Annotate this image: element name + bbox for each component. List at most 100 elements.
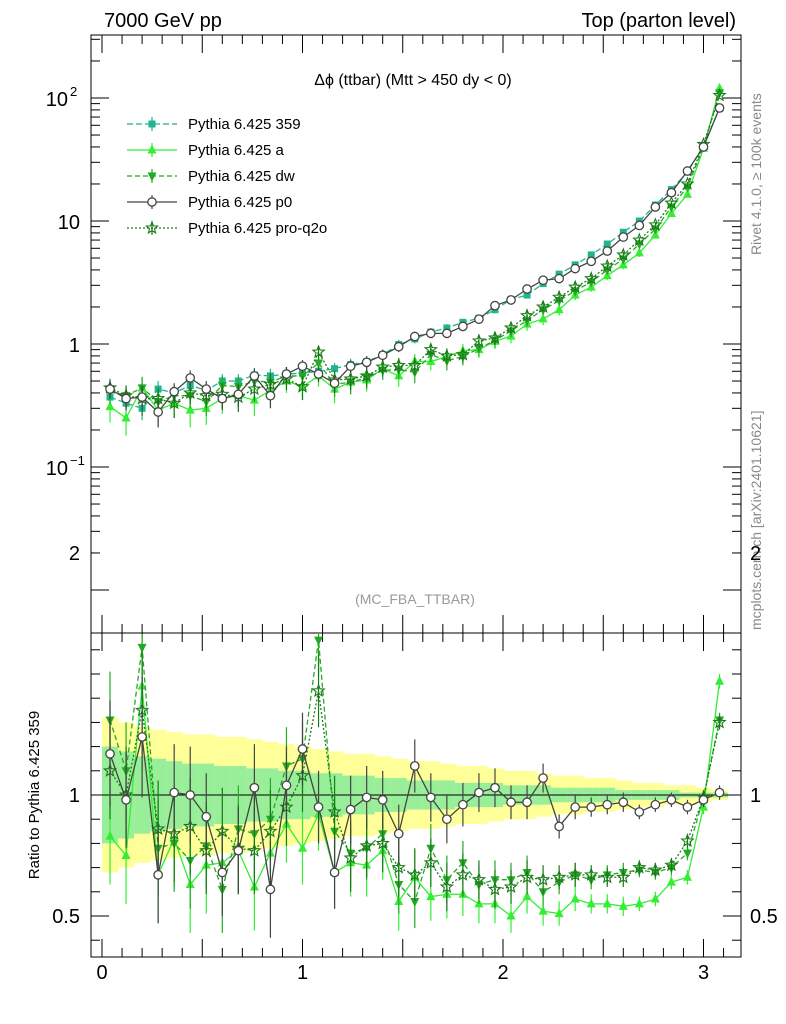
point-proq2o: [423, 342, 438, 356]
ratio-point-dw: [137, 643, 147, 653]
point-359: [587, 251, 595, 259]
ratio-point-proq2o: [455, 867, 471, 881]
ratio-point-p0: [618, 797, 629, 808]
ratio-point-dw: [410, 897, 420, 907]
ratio-point-proq2o: [535, 872, 551, 886]
rivet-label: Rivet 4.1.0, ≥ 100k events: [748, 93, 764, 255]
point-proq2o: [632, 232, 647, 247]
ratio-point-proq2o: [616, 869, 631, 884]
legend-label-1: Pythia 6.425 a: [188, 142, 285, 159]
point-proq2o: [311, 344, 326, 359]
main-axis-ticks: 10−1110102103: [46, 35, 741, 633]
ratio-point-proq2o: [343, 850, 358, 864]
legend-marker-1: [147, 144, 157, 154]
ratio-point-proq2o: [632, 860, 647, 874]
y-tick-exponent: −1: [70, 453, 85, 468]
point-proq2o: [664, 195, 679, 210]
point-dw: [314, 359, 324, 369]
point-p0: [329, 378, 340, 389]
point-p0: [666, 187, 677, 198]
point-p0: [233, 389, 244, 400]
ratio-point-proq2o: [712, 714, 727, 729]
point-proq2o: [600, 258, 615, 273]
ratio-point-a: [586, 898, 596, 908]
point-proq2o: [712, 87, 727, 102]
chart-title: Δϕ (ttbar) (Mtt > 450 dy < 0): [314, 72, 512, 89]
ratio-point-p0: [570, 802, 581, 812]
ratio-point-p0: [682, 802, 693, 812]
x-tick-label: 3: [698, 962, 709, 984]
ratio-point-p0: [313, 802, 324, 812]
point-a: [538, 313, 548, 323]
point-p0: [538, 275, 548, 286]
ratio-point-proq2o: [327, 804, 342, 819]
ratio-point-a: [682, 871, 692, 881]
ratio-point-p0: [345, 804, 356, 815]
point-proq2o: [375, 359, 390, 374]
point-proq2o: [167, 395, 182, 410]
point-p0: [153, 407, 163, 417]
ratio-point-proq2o: [423, 855, 438, 869]
ratio-point-p0: [201, 811, 212, 822]
ratio-point-p0: [121, 794, 131, 805]
point-359: [603, 240, 611, 248]
ratio-point-proq2o: [680, 833, 695, 848]
ratio-point-a: [650, 893, 660, 903]
point-a: [121, 412, 131, 422]
point-p0: [377, 350, 388, 361]
ratio-y-tick-label: 1: [69, 785, 80, 807]
ratio-y-tick-label: 0.5: [52, 906, 80, 928]
ratio-point-p0: [506, 797, 516, 808]
header-left: 7000 GeV pp: [104, 10, 222, 32]
x-tick-label: 0: [96, 962, 107, 984]
point-dw: [570, 287, 580, 297]
ratio-point-a: [618, 900, 628, 910]
ratio-point-proq2o: [391, 860, 406, 874]
ratio-point-p0: [538, 773, 548, 783]
ratio-point-p0: [233, 845, 244, 856]
ratio-point-p0: [265, 884, 276, 895]
ratio-series-group: [102, 634, 727, 938]
ratio-point-p0: [698, 794, 709, 805]
legend-label-3: Pythia 6.425 p0: [188, 194, 292, 211]
point-a: [682, 188, 692, 198]
ratio-point-dw: [682, 849, 692, 859]
ratio-point-p0: [169, 787, 180, 798]
ratio-point-p0: [586, 802, 597, 812]
ratio-point-a: [522, 891, 532, 901]
ratio-point-p0: [490, 782, 500, 793]
ratio-point-proq2o: [375, 835, 390, 850]
watermark: (MC_FBA_TTBAR): [355, 591, 475, 607]
point-proq2o: [535, 299, 551, 314]
ratio-point-p0: [249, 782, 260, 793]
point-dw: [715, 89, 725, 99]
ratio-point-a: [298, 842, 307, 852]
ratio-point-proq2o: [487, 881, 503, 896]
ratio-point-proq2o: [664, 857, 679, 872]
point-p0: [458, 321, 468, 332]
ratio-point-p0: [377, 794, 388, 805]
ratio-axis-ticks: 0.5 0.5 1 1 2 2: [52, 543, 778, 957]
point-p0: [618, 232, 629, 242]
ratio-point-p0: [666, 794, 677, 805]
point-p0: [185, 373, 196, 383]
point-p0: [425, 328, 436, 339]
point-p0: [522, 284, 532, 294]
point-proq2o: [359, 368, 374, 383]
point-p0: [650, 202, 661, 212]
ratio-panel: 0.5 0.5 1 1 2 2 Ratio to Pythia 6.425 359: [26, 543, 778, 958]
point-proq2o: [455, 347, 471, 361]
point-p0: [361, 357, 372, 368]
ratio-point-proq2o: [503, 879, 519, 894]
ratio-point-p0: [361, 792, 372, 803]
legend-label-2: Pythia 6.425 dw: [188, 168, 295, 185]
ratio-point-proq2o: [568, 867, 583, 881]
ratio-point-a: [506, 910, 516, 920]
header-right: Top (parton level): [581, 10, 736, 32]
ratio-point-p0: [442, 814, 452, 825]
ratio-point-proq2o: [407, 867, 422, 881]
main-panel: 10−1110102103 Δϕ (ttbar) (Mtt > 450 dy <…: [46, 34, 742, 634]
ratio-point-p0: [554, 821, 564, 832]
point-proq2o: [503, 320, 519, 335]
